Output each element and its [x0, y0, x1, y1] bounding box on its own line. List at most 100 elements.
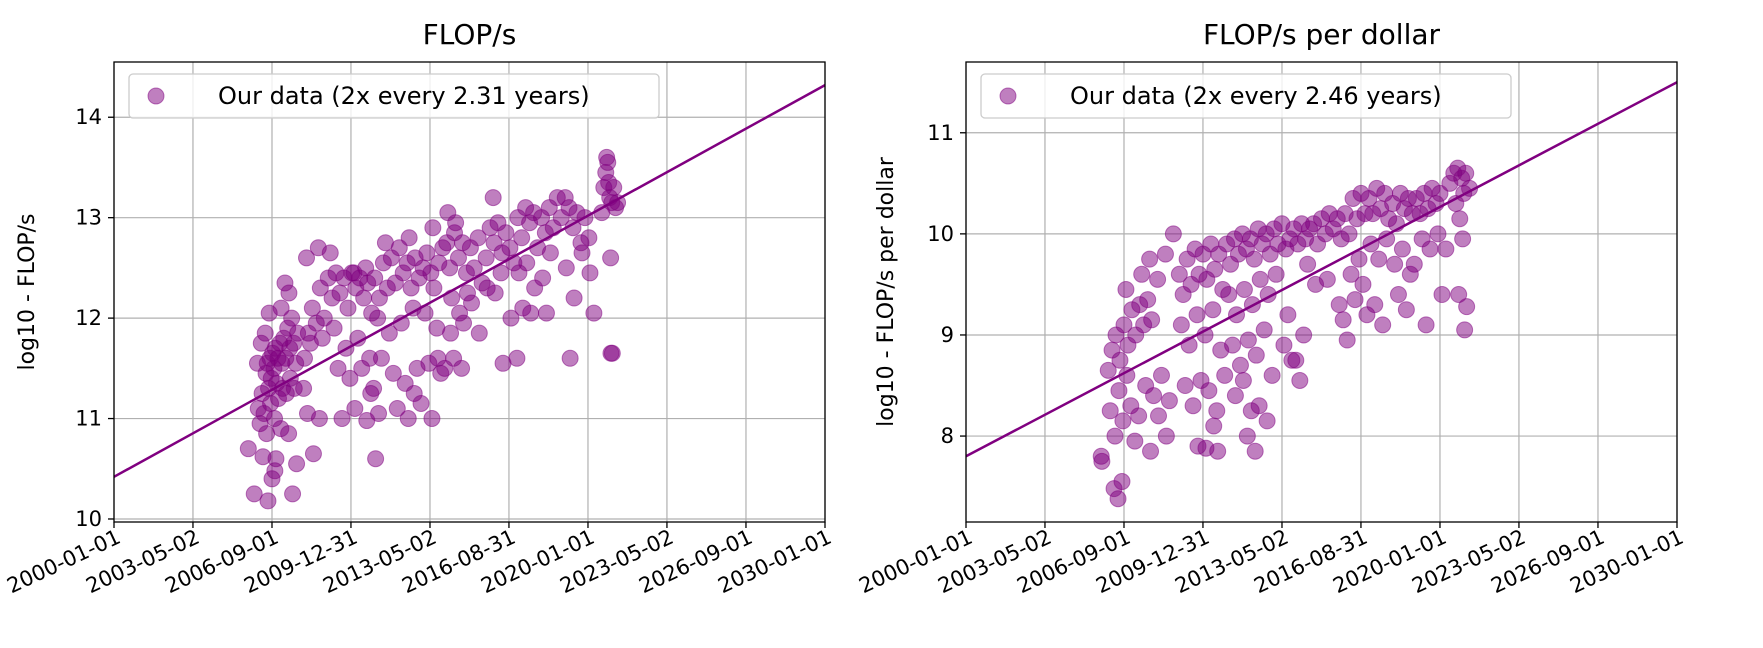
- data-point: [1259, 286, 1277, 304]
- y-tick-label: 11: [75, 407, 102, 431]
- data-point: [484, 189, 502, 207]
- data-point: [1228, 306, 1246, 324]
- plot-frame: [113, 61, 826, 523]
- data-point: [534, 269, 552, 287]
- data-point: [541, 244, 559, 262]
- data-point: [266, 462, 284, 480]
- data-point: [1172, 316, 1190, 334]
- data-point: [1258, 412, 1276, 430]
- data-point: [1160, 392, 1178, 410]
- data-point: [1454, 230, 1472, 248]
- data-point: [298, 249, 316, 267]
- data-point: [388, 400, 406, 418]
- data-point: [1110, 382, 1128, 400]
- data-point: [1216, 366, 1234, 384]
- data-point: [1458, 298, 1476, 316]
- trend-line-segment: [965, 81, 1678, 458]
- data-point: [304, 445, 322, 463]
- data-point: [1246, 442, 1264, 460]
- y-axis: 8 9 10 11: [927, 121, 966, 448]
- data-point: [1113, 473, 1131, 491]
- data-point: [599, 153, 617, 171]
- data-point: [341, 369, 359, 387]
- data-point: [1205, 417, 1223, 435]
- y-axis-label: log10 - FLOP/s per dollar: [874, 156, 899, 427]
- trend-line-segment: [113, 84, 826, 478]
- data-point: [1255, 321, 1273, 339]
- data-point: [1389, 286, 1407, 304]
- y-tick-label: 14: [75, 105, 102, 129]
- data-point: [513, 229, 531, 247]
- data-point: [605, 179, 623, 197]
- data-point: [1109, 490, 1127, 508]
- data-point: [399, 410, 417, 428]
- data-point: [239, 440, 257, 458]
- data-point: [280, 425, 298, 443]
- data-point: [288, 455, 306, 473]
- data-point: [1239, 331, 1257, 349]
- data-point: [1354, 275, 1372, 293]
- data-point: [339, 299, 357, 317]
- data-point: [1450, 286, 1468, 304]
- data-point: [1170, 265, 1188, 283]
- scatter-points: [1092, 159, 1479, 508]
- chart-title: FLOP/s: [423, 18, 517, 51]
- data-point: [443, 289, 461, 307]
- data-point: [1417, 316, 1435, 334]
- data-point: [1111, 351, 1129, 369]
- data-point: [1433, 286, 1451, 304]
- scatter-points: [239, 148, 627, 510]
- legend: Our data (2x every 2.31 years): [128, 73, 660, 119]
- data-point: [497, 224, 515, 242]
- y-tick-label: 9: [941, 323, 954, 347]
- data-point: [470, 324, 488, 342]
- data-point: [463, 294, 481, 312]
- x-axis: 2000-01-012003-05-022006-09-012009-12-31…: [3, 522, 835, 598]
- data-point: [1133, 265, 1151, 283]
- data-point: [447, 214, 465, 232]
- data-point: [1247, 346, 1265, 364]
- data-point: [455, 314, 473, 332]
- data-point: [502, 309, 520, 327]
- data-point: [565, 289, 583, 307]
- data-point: [418, 244, 436, 262]
- data-point: [492, 264, 510, 282]
- data-point: [1455, 184, 1473, 202]
- data-point: [1238, 427, 1256, 445]
- data-point: [1457, 164, 1475, 182]
- data-point: [1251, 270, 1269, 288]
- chart-title: FLOP/s per dollar: [1203, 18, 1441, 51]
- data-point: [337, 339, 355, 357]
- data-point: [1275, 336, 1293, 354]
- data-point: [258, 425, 276, 443]
- chart-panel-flops-per-dollar: 2000-01-012003-05-022006-09-012009-12-31…: [855, 18, 1687, 598]
- data-point: [1152, 366, 1170, 384]
- data-point: [1204, 301, 1222, 319]
- data-point: [1143, 311, 1161, 329]
- data-point: [580, 229, 598, 247]
- data-point: [453, 359, 471, 377]
- data-point: [1346, 291, 1364, 309]
- y-tick-label: 10: [75, 507, 102, 531]
- data-point: [1267, 265, 1285, 283]
- data-point: [400, 229, 418, 247]
- data-point: [376, 234, 394, 252]
- data-point: [1106, 427, 1124, 445]
- data-point: [272, 299, 290, 317]
- data-point: [283, 309, 301, 327]
- data-point: [313, 329, 331, 347]
- data-point: [1387, 215, 1405, 233]
- legend-marker: [999, 87, 1017, 105]
- data-point: [259, 492, 277, 510]
- data-point: [1093, 452, 1111, 470]
- data-point: [1209, 442, 1227, 460]
- data-point: [1114, 412, 1132, 430]
- data-point: [465, 259, 483, 277]
- data-point: [333, 410, 351, 428]
- data-point: [1279, 306, 1297, 324]
- data-point: [370, 405, 388, 423]
- data-point: [1374, 316, 1392, 334]
- data-point: [1421, 240, 1439, 258]
- data-point: [310, 410, 328, 428]
